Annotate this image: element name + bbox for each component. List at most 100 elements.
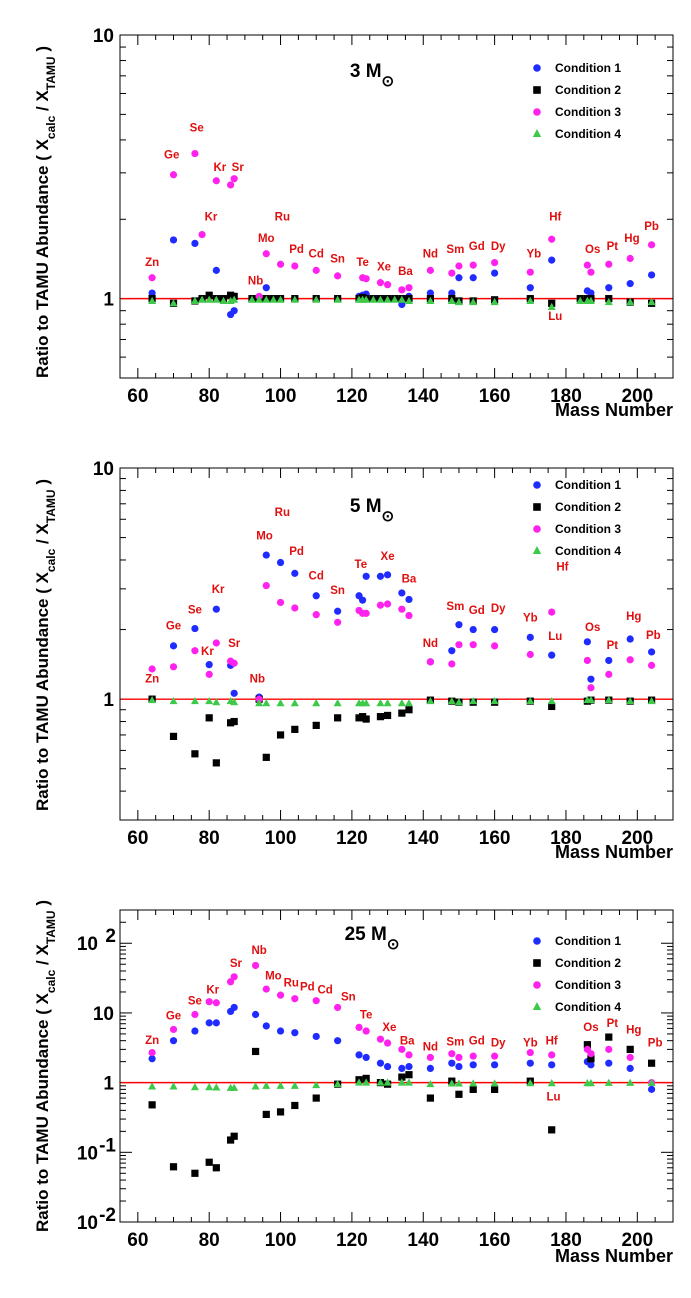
data-point xyxy=(383,600,392,608)
data-point xyxy=(426,1079,435,1088)
data-point xyxy=(448,1059,456,1067)
data-point xyxy=(205,295,214,303)
data-point xyxy=(205,661,213,669)
data-point xyxy=(376,1059,385,1067)
legend-marker xyxy=(533,981,541,989)
data-point xyxy=(205,696,214,705)
element-label: Pd xyxy=(289,546,304,558)
y-tick-label: 1 xyxy=(103,1074,114,1095)
data-point xyxy=(647,241,656,249)
legend-label: Condition 3 xyxy=(555,105,621,119)
data-point xyxy=(148,274,156,282)
data-point xyxy=(362,715,370,723)
legend-marker xyxy=(533,525,541,533)
x-tick-label: 140 xyxy=(407,1230,439,1251)
data-point xyxy=(469,1079,478,1087)
data-point xyxy=(548,608,556,616)
data-point xyxy=(230,717,238,726)
x-tick-label: 120 xyxy=(336,1230,368,1251)
data-point xyxy=(191,1169,199,1177)
data-point xyxy=(333,1079,342,1088)
element-label: Pd xyxy=(289,244,304,256)
data-point xyxy=(455,274,463,282)
data-point xyxy=(626,1053,634,1062)
legend-marker xyxy=(533,86,541,94)
data-point xyxy=(647,1078,656,1086)
data-point xyxy=(291,1029,299,1037)
data-point xyxy=(362,572,370,580)
data-point xyxy=(251,961,260,970)
element-label: Te xyxy=(360,1010,373,1022)
data-point xyxy=(405,611,413,620)
legend-marker xyxy=(532,129,542,137)
data-point xyxy=(547,302,556,310)
element-label: Se xyxy=(188,996,202,1008)
data-point xyxy=(291,1101,299,1110)
data-point xyxy=(333,295,342,303)
data-point xyxy=(469,1052,477,1060)
element-label: Sm xyxy=(446,244,464,256)
data-point xyxy=(647,696,656,705)
y-tick-label: 10 xyxy=(77,1213,98,1234)
data-point xyxy=(455,1090,463,1098)
data-point xyxy=(169,696,178,705)
data-point xyxy=(604,297,613,306)
series-4 xyxy=(148,295,656,310)
data-point xyxy=(647,271,656,279)
y-tick-label: 10 xyxy=(93,459,114,480)
data-point xyxy=(426,1053,434,1062)
element-label: Dy xyxy=(491,241,506,253)
data-point xyxy=(626,280,634,288)
element-label: Lu xyxy=(548,631,562,643)
element-label: Ge xyxy=(166,1011,181,1023)
data-point xyxy=(276,260,285,268)
data-point xyxy=(491,1085,499,1093)
data-point xyxy=(262,250,270,258)
y-tick-label: 10 xyxy=(77,934,98,955)
x-tick-label: 80 xyxy=(199,828,220,849)
data-point xyxy=(626,656,634,664)
data-point xyxy=(526,696,535,705)
data-point xyxy=(405,1071,413,1079)
legend-marker xyxy=(533,108,541,116)
legend-marker xyxy=(533,64,541,72)
element-label: Gd xyxy=(469,241,485,253)
data-point xyxy=(312,295,321,303)
data-point xyxy=(262,699,271,707)
element-label: Kr xyxy=(201,646,214,658)
data-point xyxy=(404,699,413,707)
data-point xyxy=(526,1079,535,1087)
legend-label: Condition 4 xyxy=(555,1000,621,1014)
element-label: Sr xyxy=(232,162,245,174)
data-point xyxy=(604,695,613,704)
series-2 xyxy=(148,1033,656,1177)
data-point xyxy=(312,611,320,619)
data-point xyxy=(548,702,556,711)
data-point xyxy=(362,1027,370,1035)
element-label: Kr xyxy=(205,211,218,223)
element-label: Pt xyxy=(607,640,619,652)
data-point xyxy=(383,571,392,579)
data-point xyxy=(205,998,213,1006)
element-label: Ge xyxy=(164,150,179,162)
data-point xyxy=(605,656,613,665)
data-point xyxy=(647,1085,656,1093)
data-point xyxy=(205,1019,213,1027)
panel-title: 25 M⊙ xyxy=(345,924,400,953)
element-label: Hf xyxy=(546,1036,558,1048)
data-point xyxy=(251,1047,260,1056)
data-point xyxy=(169,663,178,671)
data-point xyxy=(491,1052,499,1060)
data-point xyxy=(148,695,157,704)
data-point xyxy=(230,973,238,981)
x-axis-label: Mass Number xyxy=(555,842,673,862)
data-point xyxy=(212,266,220,274)
data-point xyxy=(383,1062,392,1071)
data-point xyxy=(626,297,635,306)
element-label: Ge xyxy=(166,621,181,633)
data-point xyxy=(626,1045,634,1053)
data-point xyxy=(148,1101,156,1109)
x-tick-label: 100 xyxy=(265,828,297,849)
element-label: Pb xyxy=(644,221,659,233)
